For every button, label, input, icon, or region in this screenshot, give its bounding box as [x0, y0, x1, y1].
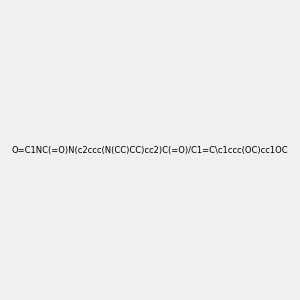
Text: O=C1NC(=O)N(c2ccc(N(CC)CC)cc2)C(=O)/C1=C\c1ccc(OC)cc1OC: O=C1NC(=O)N(c2ccc(N(CC)CC)cc2)C(=O)/C1=C… [12, 146, 288, 154]
